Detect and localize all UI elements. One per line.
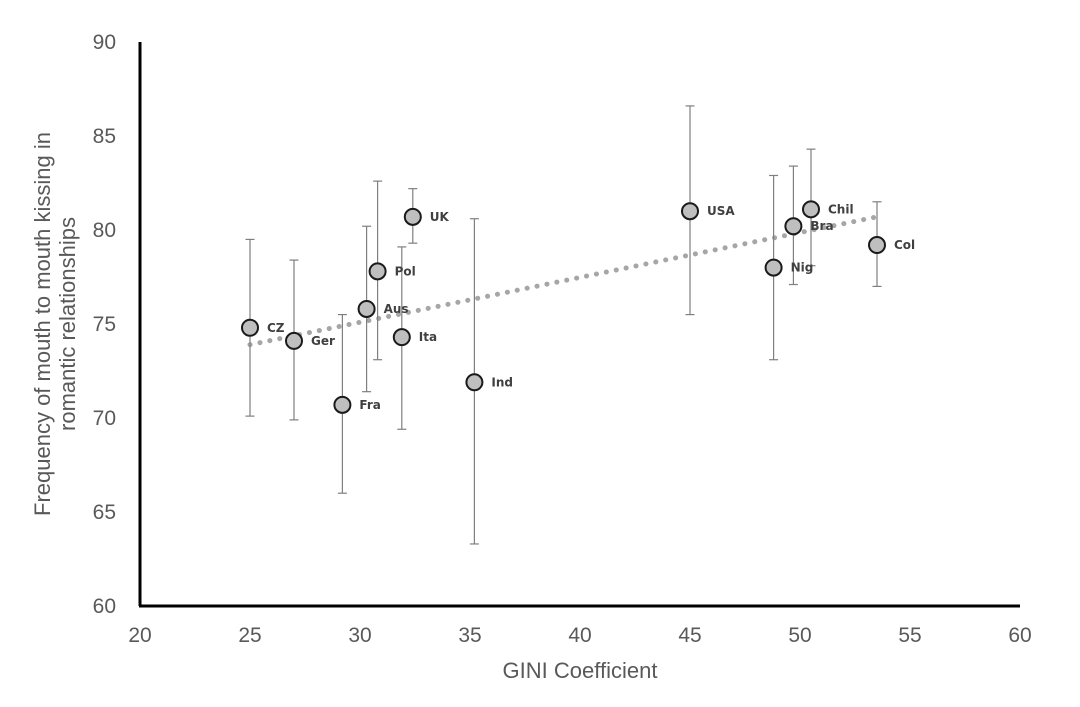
y-tick-label: 90: [93, 31, 116, 54]
x-tick-label: 60: [1008, 624, 1031, 647]
point-label: Ger: [311, 334, 335, 348]
trendline: [247, 214, 880, 348]
y-tick-label: 60: [93, 595, 116, 618]
point-label: Chil: [828, 202, 854, 216]
point-label: Nig: [791, 261, 814, 275]
y-tick-label: 85: [93, 125, 116, 148]
point-labels-layer: CZ Ger Fra Aus Pol Ita UK Ind USA Nig Bra Chil Col: [267, 202, 915, 412]
trendline-layer: [247, 214, 880, 348]
point-label: USA: [707, 204, 735, 218]
data-point: [285, 331, 303, 350]
y-axis-title-line-1: Frequency of mouth to mouth kissing in: [30, 132, 55, 516]
y-tick-label: 70: [93, 407, 116, 430]
x-tick-label: 35: [458, 624, 481, 647]
data-point: [333, 395, 352, 414]
y-axis-title: Frequency of mouth to mouth kissing in r…: [30, 132, 80, 516]
x-tick-label: 25: [238, 624, 261, 647]
data-point: [403, 207, 422, 226]
y-tick-label: 75: [93, 313, 116, 336]
y-tick-label: 65: [93, 501, 116, 524]
data-point: [681, 202, 699, 221]
x-tick-labels: 20 25 30 35 40 45 50 55 60: [128, 624, 1031, 647]
data-point: [465, 373, 484, 392]
x-tick-label: 50: [788, 624, 811, 647]
point-label: Ita: [419, 330, 437, 344]
x-axis-title: GINI Coefficient: [503, 658, 658, 683]
data-point: [357, 299, 376, 318]
data-point: [241, 318, 259, 337]
point-label: Ind: [491, 375, 513, 389]
x-tick-label: 20: [128, 624, 151, 647]
data-point: [868, 236, 886, 255]
point-label: Pol: [395, 264, 416, 278]
x-tick-label: 40: [568, 624, 591, 647]
data-point: [802, 200, 820, 219]
point-label: Col: [894, 238, 915, 252]
data-point: [368, 262, 387, 281]
point-label: CZ: [267, 321, 285, 335]
x-tick-label: 45: [678, 624, 701, 647]
x-tick-label: 30: [348, 624, 371, 647]
point-label: UK: [430, 210, 450, 224]
data-point: [784, 217, 803, 236]
point-label: Fra: [359, 398, 380, 412]
data-point: [392, 328, 411, 347]
y-tick-labels: 60 65 70 75 80 85 90: [93, 31, 116, 618]
data-points-layer: [241, 200, 886, 414]
point-label: Bra: [810, 219, 833, 233]
x-tick-label: 55: [898, 624, 921, 647]
y-tick-label: 80: [93, 219, 116, 242]
point-label: Aus: [384, 302, 409, 316]
data-point: [764, 258, 783, 277]
y-axis-title-line-2: romantic relationships: [55, 217, 80, 431]
